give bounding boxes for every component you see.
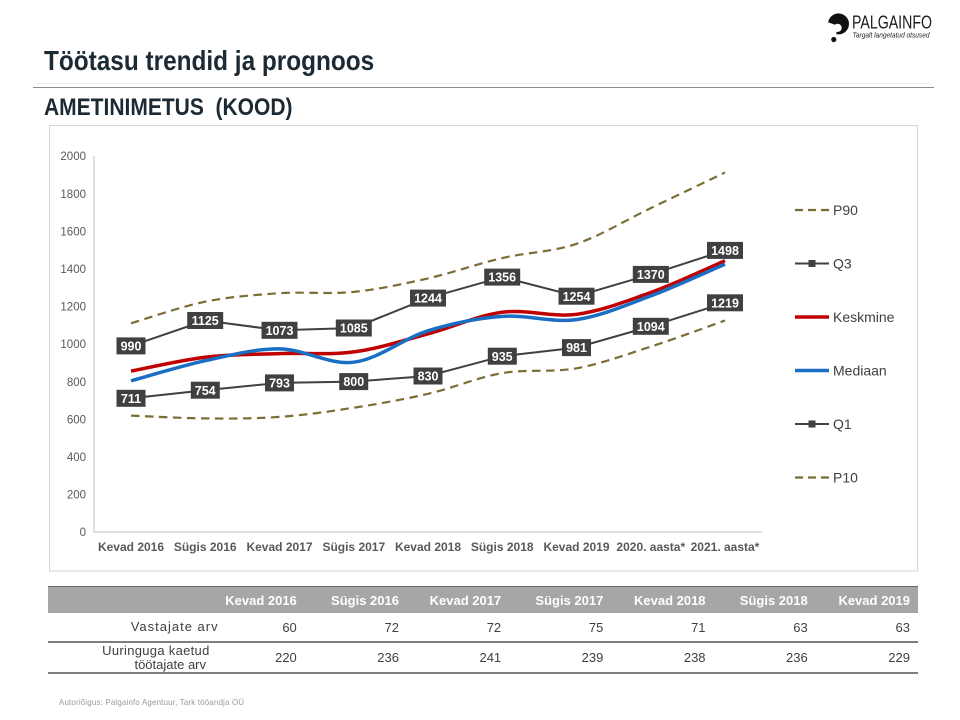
- svg-text:990: 990: [121, 340, 142, 354]
- svg-text:Kevad 2017: Kevad 2017: [246, 540, 312, 554]
- svg-text:400: 400: [67, 452, 86, 464]
- svg-text:711: 711: [121, 392, 141, 406]
- svg-text:Targalt langetatud otsused: Targalt langetatud otsused: [853, 31, 931, 40]
- svg-text:Q1: Q1: [833, 416, 852, 432]
- svg-text:P10: P10: [833, 469, 858, 485]
- svg-text:800: 800: [67, 377, 86, 389]
- svg-text:Mediaan: Mediaan: [833, 362, 887, 378]
- svg-text:Kevad 2019: Kevad 2019: [543, 540, 609, 554]
- svg-text:1498: 1498: [711, 244, 739, 258]
- svg-text:2000: 2000: [60, 151, 86, 163]
- svg-text:1200: 1200: [60, 302, 86, 314]
- svg-text:754: 754: [195, 384, 216, 398]
- svg-text:Kevad 2016: Kevad 2016: [98, 540, 164, 554]
- svg-text:1073: 1073: [266, 324, 294, 338]
- svg-text:1356: 1356: [488, 271, 516, 285]
- svg-text:Keskmine: Keskmine: [833, 309, 895, 325]
- svg-text:600: 600: [67, 414, 86, 426]
- svg-text:1800: 1800: [60, 189, 86, 201]
- svg-text:1600: 1600: [60, 226, 86, 238]
- svg-text:Sügis 2017: Sügis 2017: [322, 540, 385, 554]
- svg-text:830: 830: [418, 370, 439, 384]
- svg-text:1400: 1400: [60, 264, 86, 276]
- svg-text:793: 793: [269, 377, 290, 391]
- svg-text:2020. aasta*: 2020. aasta*: [616, 540, 685, 554]
- svg-text:Kevad 2018: Kevad 2018: [395, 540, 461, 554]
- svg-text:1094: 1094: [637, 320, 665, 334]
- svg-text:935: 935: [492, 350, 513, 364]
- svg-text:P90: P90: [833, 202, 858, 218]
- svg-text:Q3: Q3: [833, 255, 852, 271]
- svg-text:Sügis 2016: Sügis 2016: [174, 540, 237, 554]
- svg-text:200: 200: [67, 490, 86, 502]
- svg-text:1370: 1370: [637, 268, 665, 282]
- svg-text:2021. aasta*: 2021. aasta*: [691, 540, 760, 554]
- svg-text:0: 0: [80, 527, 86, 539]
- svg-text:1125: 1125: [192, 314, 219, 328]
- svg-text:1000: 1000: [60, 339, 86, 351]
- svg-text:PALGAINFO: PALGAINFO: [852, 13, 932, 33]
- svg-text:1085: 1085: [340, 322, 368, 336]
- svg-text:1244: 1244: [414, 292, 442, 306]
- svg-text:981: 981: [566, 341, 587, 355]
- svg-text:800: 800: [343, 375, 364, 389]
- svg-text:Sügis 2018: Sügis 2018: [471, 540, 534, 554]
- svg-text:1254: 1254: [563, 290, 591, 304]
- svg-text:1219: 1219: [711, 296, 739, 310]
